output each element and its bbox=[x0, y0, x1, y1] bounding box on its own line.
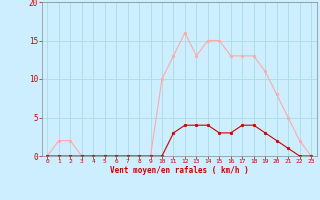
X-axis label: Vent moyen/en rafales ( km/h ): Vent moyen/en rafales ( km/h ) bbox=[110, 166, 249, 175]
